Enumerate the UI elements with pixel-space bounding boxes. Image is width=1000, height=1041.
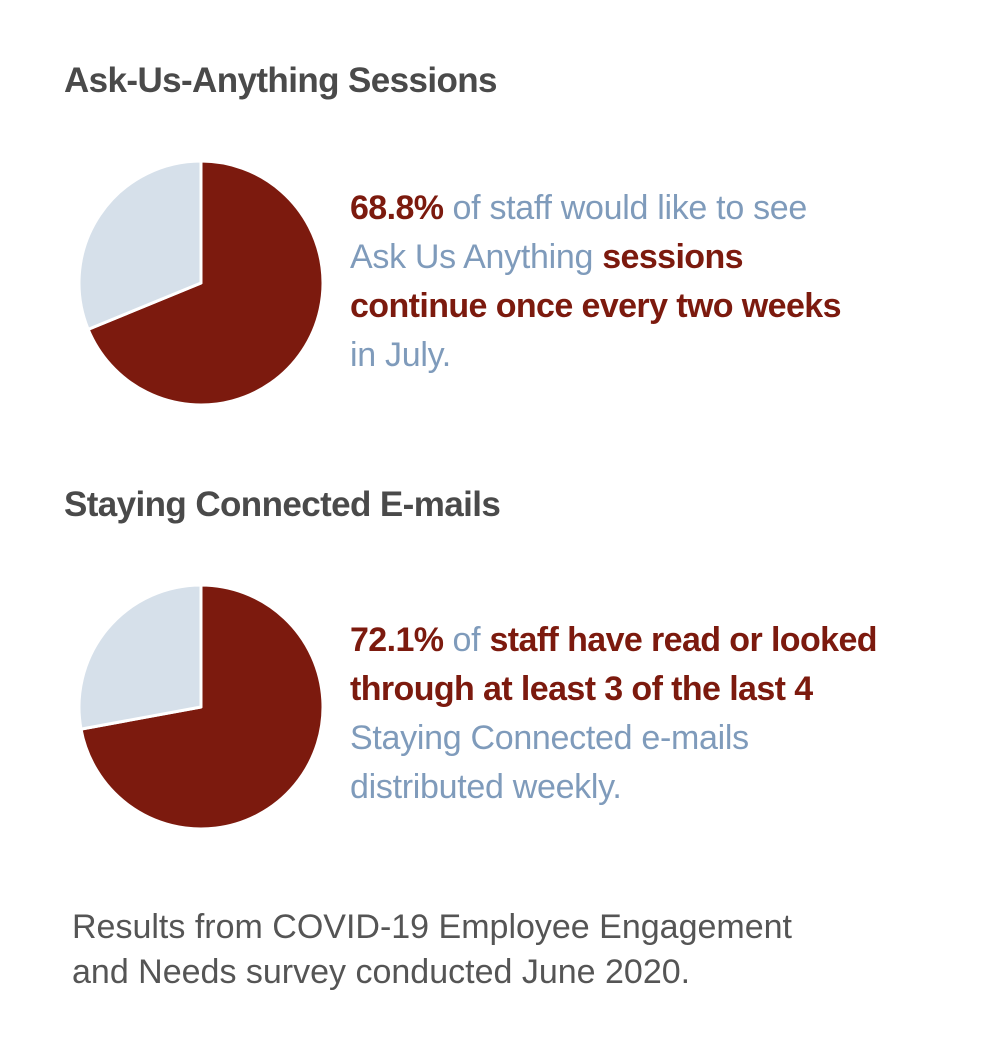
stat-line: Staying Connected e-mails	[350, 714, 950, 763]
stat-highlight-text: staff have read or looked	[489, 621, 877, 659]
pie-slice-highlight	[86, 159, 325, 407]
stat-line: Ask Us Anything sessions	[350, 233, 950, 282]
stat-highlight-text: 68.8%	[350, 189, 444, 227]
section-title-staying-connected: Staying Connected E-mails	[64, 485, 501, 524]
stat-text: of staff would like to see	[443, 189, 808, 227]
stat-text: of	[443, 621, 490, 659]
footnote: Results from COVID-19 Employee Engagemen…	[72, 905, 792, 995]
pie-chart-staying-connected	[77, 583, 325, 831]
pie-chart-ask-us-anything	[77, 159, 325, 407]
stat-text: Staying Connected e-mails	[350, 719, 749, 757]
footnote-line: Results from COVID-19 Employee Engagemen…	[72, 908, 792, 946]
stat-line: 72.1% of staff have read or looked	[350, 616, 950, 665]
stat-highlight-text: sessions	[602, 238, 743, 276]
stat-highlight-text: through at least 3 of the last 4	[350, 670, 813, 708]
stat-line: in July.	[350, 331, 950, 380]
stat-line: continue once every two weeks	[350, 282, 950, 331]
stat-text: distributed weekly.	[350, 768, 622, 806]
stat-line: 68.8% of staff would like to see	[350, 184, 950, 233]
section-title-ask-us-anything: Ask-Us-Anything Sessions	[64, 61, 498, 100]
stat-highlight-text: 72.1%	[350, 621, 444, 659]
stat-highlight-text: continue once every two weeks	[350, 287, 841, 325]
pie-slice-remainder	[77, 583, 203, 731]
stat-text: Ask Us Anything	[350, 238, 603, 276]
stat-line: distributed weekly.	[350, 763, 950, 812]
stat-ask-us-anything: 68.8% of staff would like to see Ask Us A…	[350, 184, 950, 380]
stat-staying-connected: 72.1% of staff have read or looked throug…	[350, 616, 950, 812]
pie-slice-remainder	[77, 159, 203, 331]
stat-text: in July.	[350, 336, 451, 374]
stat-line: through at least 3 of the last 4	[350, 665, 950, 714]
footnote-line: and Needs survey conducted June 2020.	[72, 953, 691, 991]
